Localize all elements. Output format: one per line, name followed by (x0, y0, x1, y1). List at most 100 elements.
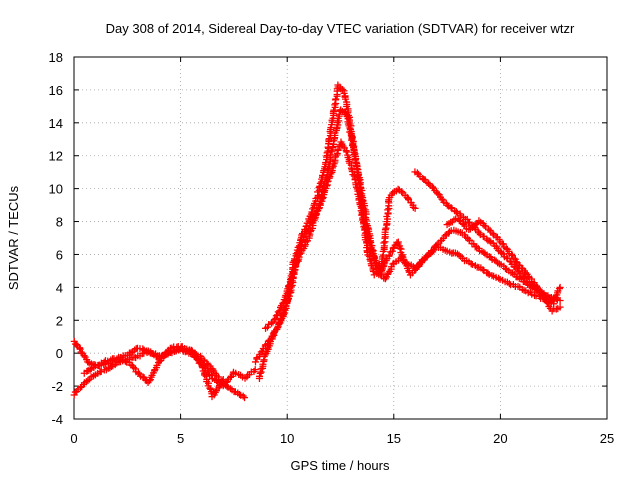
data-point (331, 101, 339, 109)
data-point (556, 297, 564, 305)
data-point (350, 148, 358, 156)
data-point (413, 169, 421, 177)
series-track-7 (411, 168, 564, 304)
data-point (455, 251, 463, 259)
y-tick-label: 6 (56, 247, 63, 262)
data-point (445, 220, 453, 228)
data-point (551, 295, 559, 303)
data-point (508, 250, 516, 258)
x-tick-label: 25 (600, 431, 614, 446)
data-point (323, 178, 331, 186)
data-point (495, 274, 503, 282)
data-point (556, 303, 564, 311)
data-point (380, 239, 388, 247)
y-tick-label: 0 (56, 346, 63, 361)
data-point (232, 369, 240, 377)
y-tick-label: 8 (56, 215, 63, 230)
data-point (251, 366, 259, 374)
data-point (349, 171, 357, 179)
x-tick-label: 5 (177, 431, 184, 446)
data-point (256, 369, 264, 377)
data-point (83, 367, 91, 375)
y-tick-label: -2 (51, 379, 63, 394)
data-point (327, 124, 335, 132)
data-point (327, 170, 335, 178)
data-point (261, 351, 269, 359)
data-point (389, 189, 397, 197)
data-point (556, 283, 564, 291)
data-point (388, 247, 396, 255)
data-point (419, 257, 427, 265)
data-point (484, 269, 492, 277)
data-point (279, 299, 287, 307)
data-point (366, 255, 374, 263)
data-point (422, 253, 430, 261)
data-point (489, 230, 497, 238)
data-points (70, 81, 564, 402)
data-point (338, 86, 346, 94)
data-point (104, 357, 112, 365)
data-point (291, 266, 299, 274)
y-axis-label: SDTVAR / TECUs (6, 185, 21, 290)
y-tick-label: 2 (56, 313, 63, 328)
data-point (480, 221, 488, 229)
x-tick-label: 20 (493, 431, 507, 446)
data-point (475, 229, 483, 237)
data-point (127, 349, 135, 357)
y-tick-label: -4 (51, 412, 63, 427)
data-point (276, 307, 284, 315)
y-tick-label: 18 (49, 50, 63, 65)
data-point (505, 280, 513, 288)
y-tick-label: 4 (56, 280, 63, 295)
data-point (323, 182, 331, 190)
data-point (157, 352, 165, 360)
data-point (272, 312, 280, 320)
y-tick-label: 14 (49, 116, 63, 131)
data-point (455, 217, 463, 225)
x-tick-label: 0 (70, 431, 77, 446)
data-point (472, 221, 480, 229)
data-point (139, 345, 147, 353)
data-point (382, 224, 390, 232)
data-point (322, 158, 330, 166)
data-point (318, 194, 326, 202)
data-point (543, 299, 551, 307)
x-tick-labels: 0 5 10 15 20 25 (70, 431, 614, 446)
data-point (241, 394, 249, 402)
data-point (443, 201, 451, 209)
data-point (100, 358, 108, 366)
data-point (86, 366, 94, 374)
data-point (452, 208, 460, 216)
data-point (384, 269, 392, 277)
data-point (77, 348, 85, 356)
data-point (308, 208, 316, 216)
data-point (226, 385, 234, 393)
data-point (384, 206, 392, 214)
data-point (145, 377, 153, 385)
data-point (84, 377, 92, 385)
data-point (97, 367, 105, 375)
data-point (441, 232, 449, 240)
data-point (398, 188, 406, 196)
series-track-8 (443, 215, 564, 315)
data-point (385, 251, 393, 259)
data-point (73, 341, 81, 349)
data-point (76, 383, 84, 391)
data-point (84, 358, 92, 366)
y-tick-label: 16 (49, 83, 63, 98)
data-point (269, 333, 277, 341)
data-point (295, 250, 303, 258)
y-tick-label: 12 (49, 149, 63, 164)
data-point (319, 171, 327, 179)
data-point (369, 246, 377, 254)
data-point (172, 346, 180, 354)
data-point (313, 210, 321, 218)
data-point (268, 319, 276, 327)
x-tick-label: 15 (387, 431, 401, 446)
data-point (251, 358, 259, 366)
data-point (329, 164, 337, 172)
y-tick-label: 10 (49, 182, 63, 197)
y-tick-labels: -4 -2 0 2 4 6 8 10 12 14 16 18 (49, 50, 63, 427)
chart-title: Day 308 of 2014, Sidereal Day-to-day VTE… (106, 21, 575, 36)
